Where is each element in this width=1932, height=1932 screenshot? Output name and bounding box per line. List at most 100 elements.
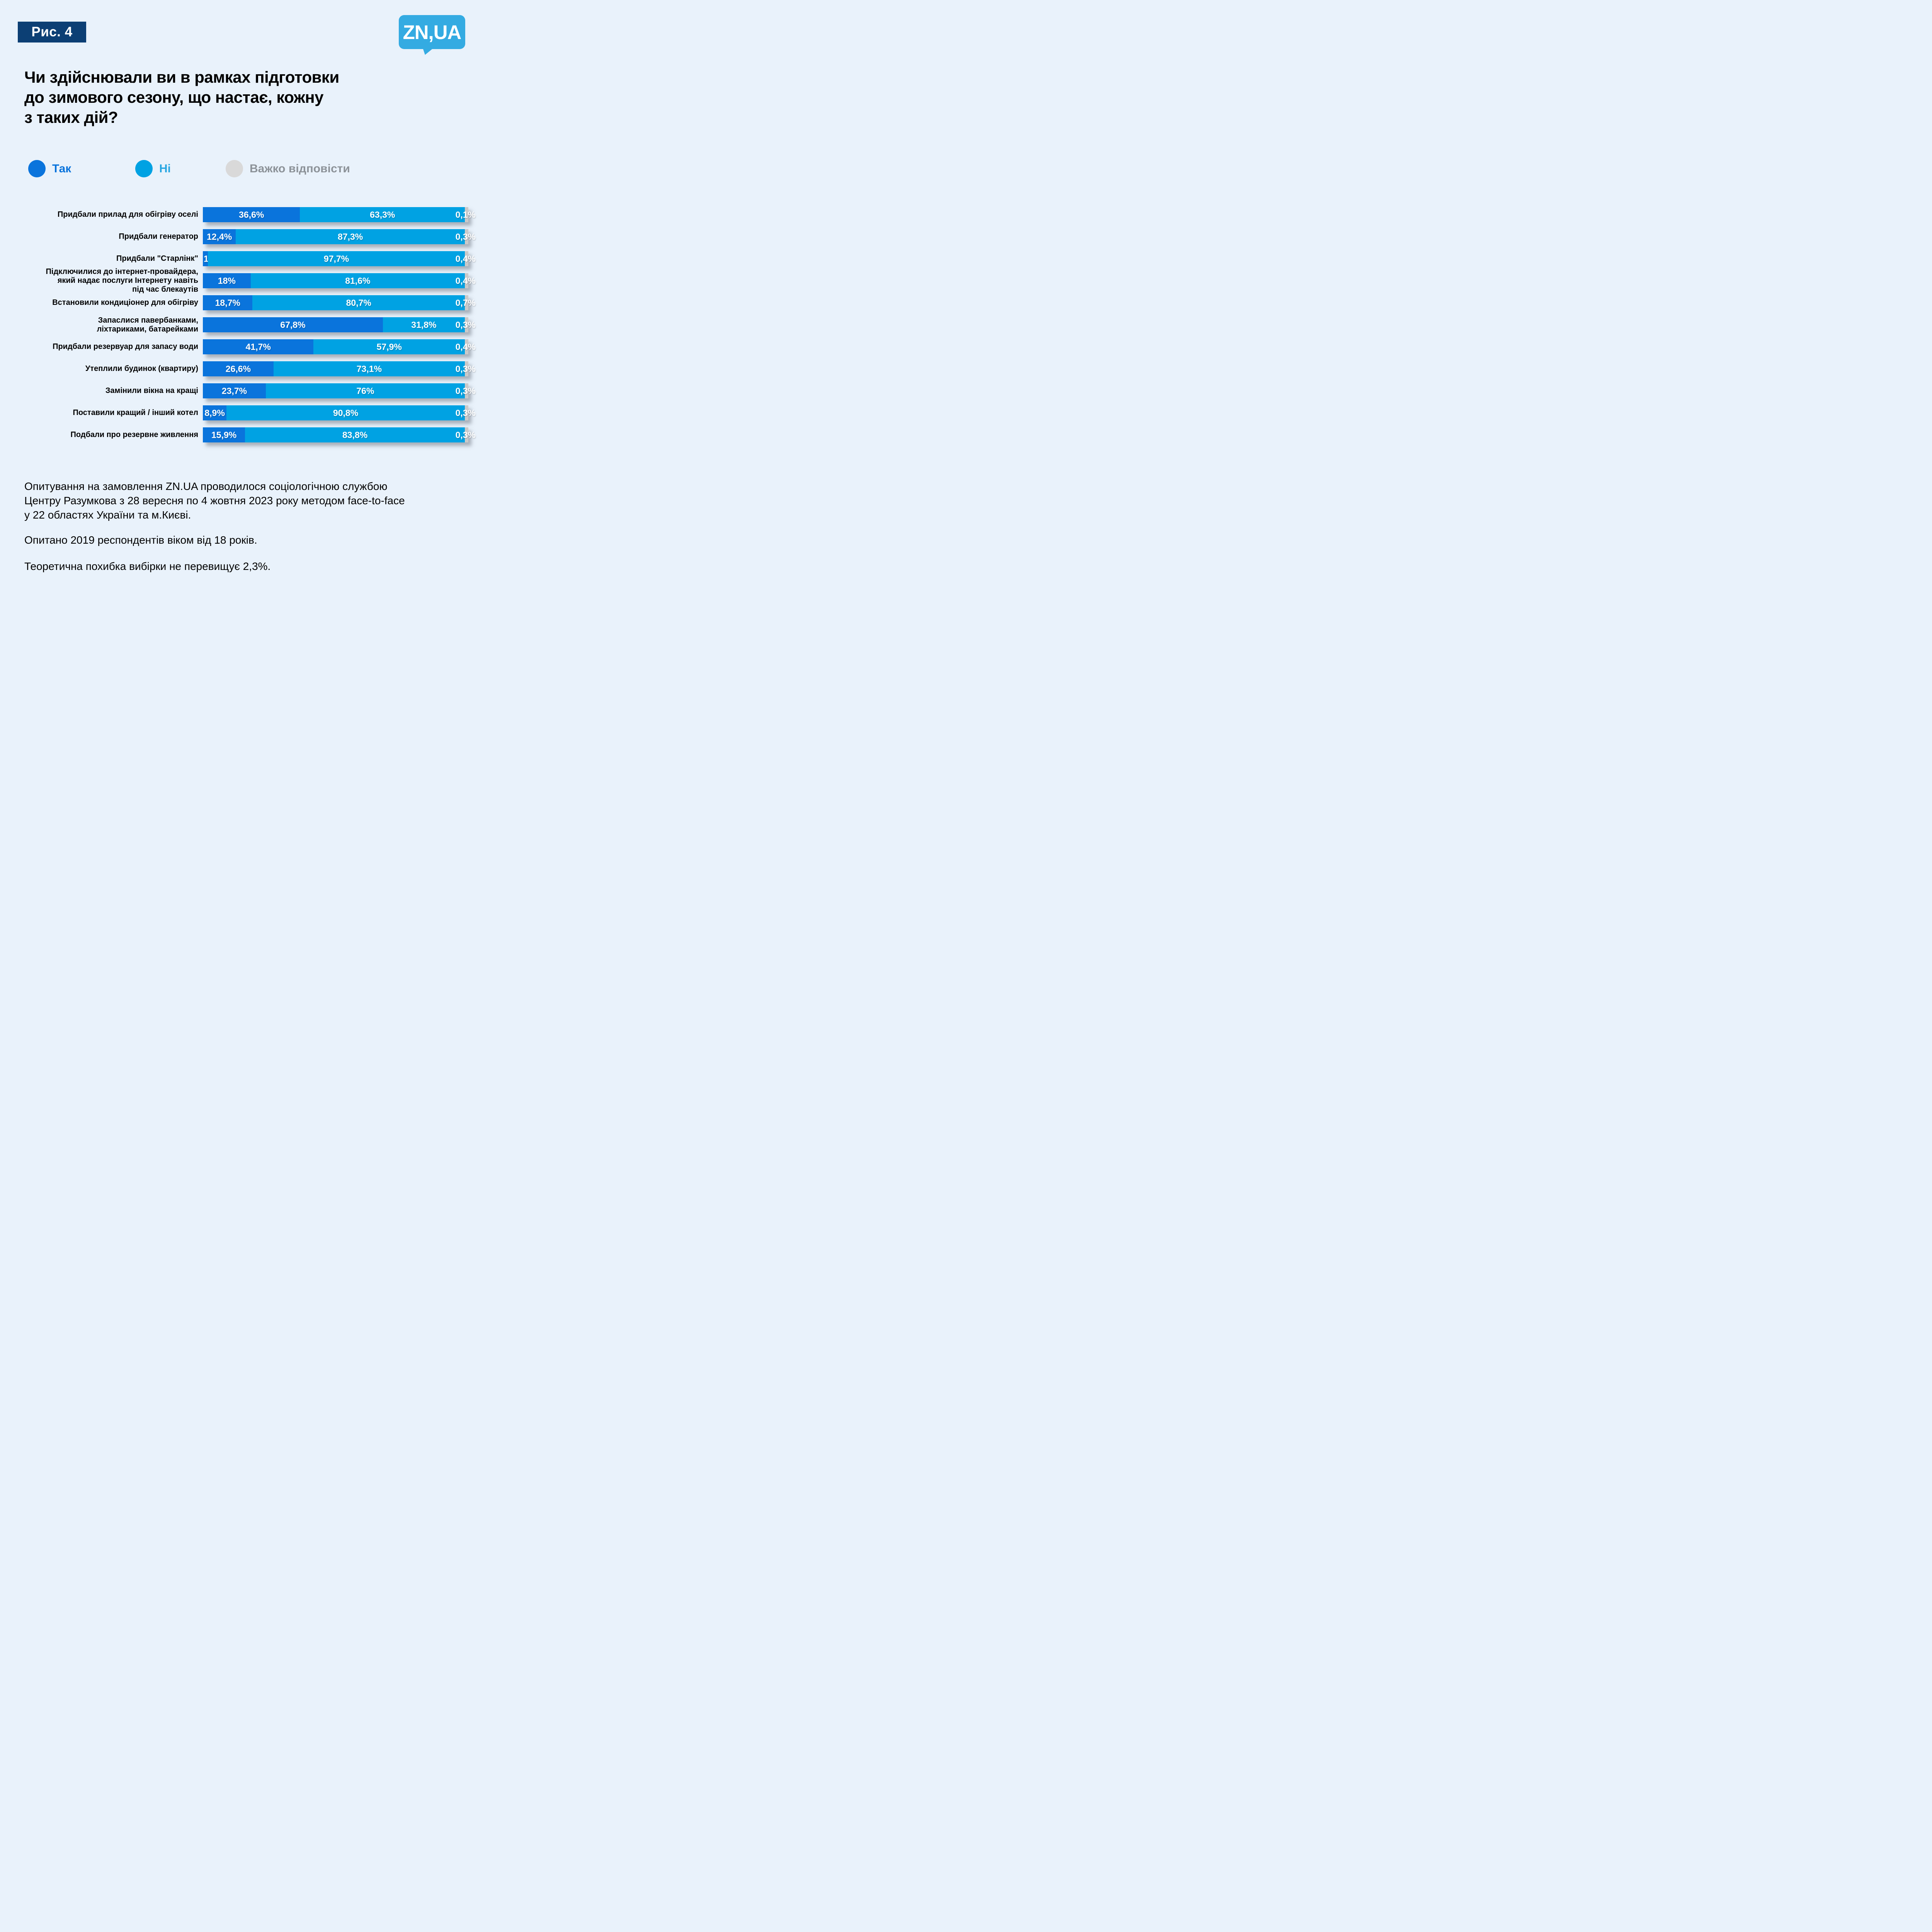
- bar-segment-yes: 18,7%: [203, 295, 253, 310]
- chart-row: Утеплили будинок (квартиру) 26,6% 73,1% …: [0, 361, 483, 376]
- row-category-label: Придбали "Старлінк": [0, 254, 203, 263]
- bar-track: 15,9% 83,8% 0,3%: [203, 427, 476, 442]
- value-label-yes: 41,7%: [245, 342, 271, 352]
- bar-segment-yes: 36,6%: [203, 207, 300, 222]
- legend-item-no: Ні: [135, 160, 226, 177]
- row-category-text: Утеплили будинок (квартиру): [85, 364, 198, 373]
- row-category-label: Придбали резервуар для запасу води: [0, 342, 203, 351]
- value-label-no: 76%: [356, 386, 374, 396]
- value-label-no: 97,7%: [323, 253, 349, 264]
- bar-segment-no: 90,8%: [226, 405, 465, 420]
- value-label-dk: 0,4%: [455, 253, 476, 264]
- value-label-no: 87,3%: [337, 231, 363, 242]
- bar-track: 8,9% 90,8% 0,3%: [203, 405, 476, 420]
- value-label-no: 63,3%: [370, 209, 395, 219]
- bar-segment-yes: 1,9%: [203, 251, 224, 266]
- chart-row: Підключилися до інтернет-провайдера, яки…: [0, 267, 483, 294]
- value-label-dk: 0,7%: [455, 298, 476, 308]
- bar-segment-no: 87,3%: [236, 229, 465, 244]
- error-margin-paragraph: Теоретична похибка вибірки не перевищує …: [24, 560, 271, 572]
- bar-segment-no: 31,8%: [383, 317, 465, 332]
- row-category-label: Встановили кондиціонер для обігріву: [0, 298, 203, 307]
- row-category-label: Подбали про резервне живлення: [0, 430, 203, 439]
- bar-segment-no: 81,6%: [250, 273, 465, 288]
- row-category-text: Придбали "Старлінк": [116, 254, 198, 263]
- legend-item-dk: Важко відповісти: [226, 160, 350, 177]
- value-label-yes: 18,7%: [215, 298, 240, 308]
- bar-segment-yes: 8,9%: [203, 405, 227, 420]
- chart-row: Встановили кондиціонер для обігріву 18,7…: [0, 295, 483, 310]
- value-label-no: 57,9%: [376, 342, 402, 352]
- value-label-no: 90,8%: [333, 408, 359, 418]
- value-label-dk: 0,3%: [455, 320, 476, 330]
- legend-label-no: Ні: [159, 162, 171, 175]
- value-label-yes: 23,7%: [221, 386, 247, 396]
- bar-track: 36,6% 63,3% 0,1%: [203, 207, 476, 222]
- bar-segment-yes: 41,7%: [203, 339, 314, 354]
- bar-segment-yes: 15,9%: [203, 427, 245, 442]
- bar-track: 1,9% 97,7% 0,4%: [203, 251, 476, 266]
- chart-row: Запаслися павербанками, ліхтариками, бат…: [0, 316, 483, 334]
- legend-dot-dk-icon: [226, 160, 243, 177]
- value-label-dk: 0,3%: [455, 364, 476, 374]
- znua-logo: ZN,UA: [399, 15, 465, 55]
- value-label-dk: 0,4%: [455, 342, 476, 352]
- bar-track: 41,7% 57,9% 0,4%: [203, 339, 476, 354]
- chart-row: Поставили кращий / інший котел 8,9% 90,8…: [0, 405, 483, 420]
- value-label-dk: 0,3%: [455, 430, 476, 440]
- row-category-text: Встановили кондиціонер для обігріву: [52, 298, 198, 307]
- row-category-text: Придбали прилад для обігріву оселі: [57, 210, 198, 219]
- bar-track: 26,6% 73,1% 0,3%: [203, 361, 476, 376]
- bar-chart: Придбали прилад для обігріву оселі 36,6%…: [0, 207, 483, 449]
- bar-segment-dk: [465, 229, 468, 244]
- figure-number-badge: Рис. 4: [18, 22, 86, 43]
- value-label-dk: 0,3%: [455, 231, 476, 242]
- value-label-no: 81,6%: [345, 276, 371, 286]
- chart-row: Подбали про резервне живлення 15,9% 83,8…: [0, 427, 483, 442]
- bar-segment-no: 97,7%: [208, 251, 465, 266]
- row-category-text: Поставили кращий / інший котел: [73, 408, 198, 417]
- value-label-yes: 15,9%: [211, 430, 237, 440]
- row-category-text: Замінили вікна на кращі: [105, 386, 198, 395]
- value-label-dk: 0,3%: [455, 386, 476, 396]
- chart-legend: Так Ні Важко відповісти: [28, 160, 350, 177]
- value-label-dk: 0,3%: [455, 408, 476, 418]
- legend-dot-no-icon: [135, 160, 153, 177]
- bar-track: 67,8% 31,8% 0,3%: [203, 317, 476, 332]
- value-label-no: 73,1%: [356, 364, 382, 374]
- value-label-dk: 0,4%: [455, 276, 476, 286]
- bar-track: 18% 81,6% 0,4%: [203, 273, 476, 288]
- value-label-yes: 8,9%: [204, 408, 225, 418]
- znua-logo-text: ZN,UA: [403, 21, 462, 43]
- row-category-text: Подбали про резервне живлення: [70, 430, 198, 439]
- row-category-text: Придбали генератор: [119, 232, 198, 241]
- value-label-no: 80,7%: [346, 298, 371, 308]
- value-label-yes: 18%: [218, 276, 236, 286]
- bar-track: 23,7% 76% 0,3%: [203, 383, 476, 398]
- row-category-label: Поставили кращий / інший котел: [0, 408, 203, 417]
- bar-segment-yes: 26,6%: [203, 361, 274, 376]
- value-label-yes: 12,4%: [206, 231, 232, 242]
- chart-row: Придбали резервуар для запасу води 41,7%…: [0, 339, 483, 354]
- bar-segment-dk: [465, 383, 468, 398]
- bar-segment-no: 83,8%: [245, 427, 465, 442]
- value-label-no: 31,8%: [411, 320, 437, 330]
- bar-segment-no: 63,3%: [300, 207, 465, 222]
- legend-item-yes: Так: [28, 160, 135, 177]
- bar-segment-no: 80,7%: [252, 295, 465, 310]
- bar-segment-no: 57,9%: [313, 339, 465, 354]
- row-category-label: Запаслися павербанками, ліхтариками, бат…: [0, 316, 203, 334]
- chart-title: Чи здійснювали ви в рамках підготовки до…: [24, 68, 339, 126]
- value-label-dk: 0,1%: [455, 209, 476, 219]
- bar-segment-no: 76%: [265, 383, 465, 398]
- value-label-yes: 36,6%: [239, 209, 264, 219]
- value-label-no: 83,8%: [342, 430, 368, 440]
- sample-size-paragraph: Опитано 2019 респондентів віком від 18 р…: [24, 534, 257, 546]
- chart-row: Придбали "Старлінк" 1,9% 97,7% 0,4%: [0, 251, 483, 266]
- bar-segment-yes: 12,4%: [203, 229, 236, 244]
- bar-track: 18,7% 80,7% 0,7%: [203, 295, 476, 310]
- row-category-label: Замінили вікна на кращі: [0, 386, 203, 395]
- chart-row: Замінили вікна на кращі 23,7% 76% 0,3%: [0, 383, 483, 398]
- bar-segment-dk: [465, 317, 468, 332]
- row-category-label: Придбали генератор: [0, 232, 203, 241]
